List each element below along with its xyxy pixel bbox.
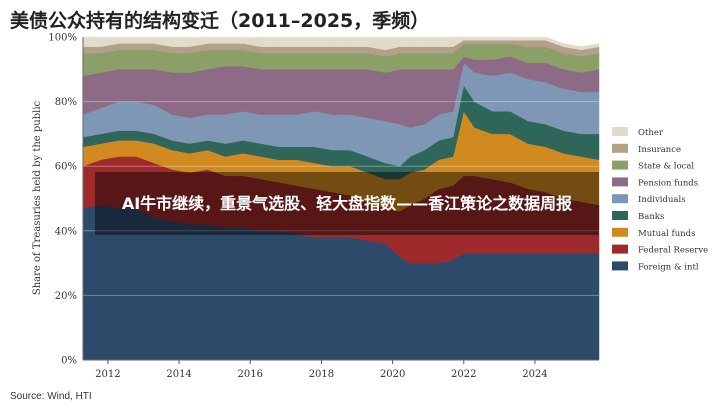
legend-label: State & local xyxy=(638,162,694,172)
page-title: 美债公众持有的结构变迁（2011–2025，季频） xyxy=(10,10,430,32)
legend-label: Foreign & intl xyxy=(638,262,699,272)
legend-swatch xyxy=(612,177,628,187)
y-axis-label: Share of Treasuries held by the public xyxy=(32,100,43,295)
legend-label: Other xyxy=(638,128,664,138)
x-tick-label: 2014 xyxy=(166,369,191,380)
y-tick-label: 40% xyxy=(55,226,77,237)
legend-label: Pension funds xyxy=(638,178,698,188)
y-tick-label: 20% xyxy=(55,291,77,302)
x-tick-label: 2022 xyxy=(451,369,476,380)
legend-label: Insurance xyxy=(638,145,681,155)
legend-label: Federal Reserve xyxy=(638,246,708,256)
axes: 0% 20% 40% 60% 80% 100% 2012 2014 2016 2018 2020 20… xyxy=(48,33,599,380)
x-tick-label: 2020 xyxy=(380,369,405,380)
legend-label: Mutual funds xyxy=(638,229,695,239)
y-tick-label: 60% xyxy=(55,162,77,173)
legend-swatch xyxy=(612,244,628,254)
legend-swatch xyxy=(612,227,628,237)
y-tick-label: 0% xyxy=(61,356,77,367)
legend-swatch xyxy=(612,127,628,136)
grid-lines xyxy=(83,36,599,361)
plot-area xyxy=(82,36,600,361)
x-tick-label: 2024 xyxy=(522,369,547,380)
legend-swatch xyxy=(612,261,628,271)
legend-swatch xyxy=(612,160,628,170)
legend-swatch xyxy=(612,194,628,204)
x-tick-label: 2012 xyxy=(95,369,120,380)
legend: Other Insurance State & local Pension funds… xyxy=(612,127,708,272)
y-tick-label: 80% xyxy=(55,97,77,108)
legend-swatch xyxy=(612,211,628,220)
headline-text: AI牛市继续，重景气选股、轻大盘指数——香江策论之数据周报 xyxy=(121,193,573,213)
area-series-other xyxy=(82,36,600,51)
x-tick-label: 2018 xyxy=(309,369,334,380)
legend-swatch xyxy=(612,143,628,153)
y-tick-label: 100% xyxy=(48,33,77,44)
headline-banner[interactable]: AI牛市继续，重景气选股、轻大盘指数——香江策论之数据周报 xyxy=(95,172,599,235)
legend-label: Individuals xyxy=(638,195,686,205)
source-note: Source: Wind, HTI xyxy=(10,391,92,402)
legend-label: Banks xyxy=(638,212,664,222)
x-tick-label: 2016 xyxy=(238,369,263,380)
